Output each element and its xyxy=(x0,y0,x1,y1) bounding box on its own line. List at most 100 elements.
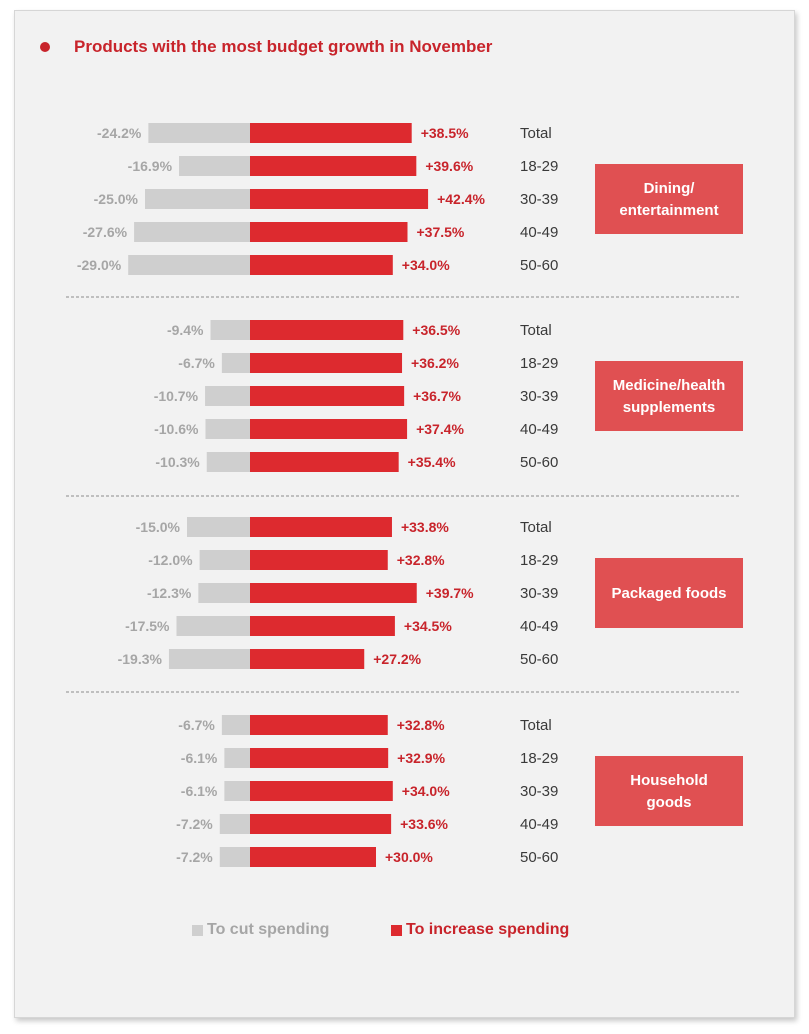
increase-value-label: +34.0% xyxy=(402,783,450,799)
cut-value-label: -12.0% xyxy=(148,552,193,568)
group-label-box xyxy=(595,164,743,234)
cut-bar xyxy=(206,452,250,472)
category-label: 40-49 xyxy=(520,224,558,241)
group-label: supplements xyxy=(623,399,716,416)
cut-value-label: -10.7% xyxy=(154,388,199,404)
group-label: Household xyxy=(630,772,708,789)
cut-bar xyxy=(224,781,250,801)
increase-value-label: +37.4% xyxy=(416,421,464,437)
legend-cut: To cut spending xyxy=(192,921,329,939)
cut-bar xyxy=(176,616,250,636)
cut-value-label: -27.6% xyxy=(83,224,128,240)
increase-bar xyxy=(250,189,429,209)
increase-bar xyxy=(250,353,403,373)
category-label: 50-60 xyxy=(520,651,558,668)
cut-value-label: -6.1% xyxy=(181,783,218,799)
cut-value-label: -10.3% xyxy=(155,454,200,470)
category-label: 50-60 xyxy=(520,257,558,274)
cut-value-label: -6.1% xyxy=(181,750,218,766)
group-label: entertainment xyxy=(619,202,718,219)
category-label: 40-49 xyxy=(520,816,558,833)
cut-bar xyxy=(205,419,250,439)
increase-value-label: +34.0% xyxy=(402,257,450,273)
cut-bar xyxy=(219,847,250,867)
category-label: 40-49 xyxy=(520,421,558,438)
cut-value-label: -15.0% xyxy=(136,519,181,535)
cut-bar xyxy=(198,583,250,603)
cut-bar xyxy=(199,550,250,570)
group-label: goods xyxy=(647,794,692,811)
category-label: 18-29 xyxy=(520,355,558,372)
increase-value-label: +35.4% xyxy=(408,454,456,470)
cut-bar xyxy=(148,123,250,143)
category-label: 30-39 xyxy=(520,585,558,602)
cut-bar xyxy=(221,353,250,373)
group-label: Dining/ xyxy=(644,180,696,197)
category-label: 50-60 xyxy=(520,454,558,471)
cut-bar xyxy=(134,222,250,242)
increase-bar xyxy=(250,452,399,472)
category-label: 40-49 xyxy=(520,618,558,635)
cut-bar xyxy=(221,715,250,735)
group-label-box xyxy=(595,361,743,431)
increase-bar xyxy=(250,550,388,570)
increase-value-label: +30.0% xyxy=(385,849,433,865)
increase-value-label: +32.8% xyxy=(397,552,445,568)
increase-value-label: +33.6% xyxy=(400,816,448,832)
category-label: Total xyxy=(520,519,552,536)
chart-title-text: Products with the most budget growth in … xyxy=(74,37,493,56)
legend-increase-swatch xyxy=(391,924,402,936)
increase-value-label: +34.5% xyxy=(404,618,452,634)
category-label: 50-60 xyxy=(520,849,558,866)
increase-value-label: +39.6% xyxy=(425,158,473,174)
increase-bar xyxy=(250,419,408,439)
legend-increase: To increase spending xyxy=(391,921,569,939)
cut-value-label: -17.5% xyxy=(125,618,170,634)
increase-value-label: +36.2% xyxy=(411,355,459,371)
group-label-box xyxy=(595,756,743,826)
cut-value-label: -6.7% xyxy=(178,355,215,371)
cut-value-label: -7.2% xyxy=(176,849,213,865)
cut-value-label: -29.0% xyxy=(77,257,122,273)
cut-bar xyxy=(219,814,250,834)
cut-value-label: -7.2% xyxy=(176,816,213,832)
increase-bar xyxy=(250,156,417,176)
category-label: 18-29 xyxy=(520,750,558,767)
increase-value-label: +42.4% xyxy=(437,191,485,207)
cut-bar xyxy=(145,189,250,209)
cut-bar xyxy=(128,255,250,275)
increase-bar xyxy=(250,814,392,834)
cut-bar xyxy=(224,748,250,768)
legend-cut-swatch xyxy=(192,924,203,936)
increase-bar xyxy=(250,847,376,867)
cut-value-label: -6.7% xyxy=(178,717,215,733)
increase-value-label: +32.9% xyxy=(397,750,445,766)
increase-bar xyxy=(250,649,365,669)
increase-value-label: +33.8% xyxy=(401,519,449,535)
cut-bar xyxy=(205,386,250,406)
increase-bar xyxy=(250,748,389,768)
increase-bar xyxy=(250,517,392,537)
increase-value-label: +27.2% xyxy=(373,651,421,667)
category-label: 30-39 xyxy=(520,388,558,405)
cut-value-label: -25.0% xyxy=(94,191,139,207)
increase-bar xyxy=(250,222,408,242)
increase-bar xyxy=(250,616,395,636)
group-label: Packaged foods xyxy=(611,585,726,602)
cut-bar xyxy=(210,320,250,340)
increase-bar xyxy=(250,320,404,340)
increase-bar xyxy=(250,123,412,143)
category-label: Total xyxy=(520,125,552,142)
title-bullet-icon xyxy=(40,42,50,52)
increase-value-label: +38.5% xyxy=(421,125,469,141)
category-label: Total xyxy=(520,717,552,734)
legend-increase-label: To increase spending xyxy=(406,921,570,938)
increase-value-label: +37.5% xyxy=(417,224,465,240)
cut-value-label: -19.3% xyxy=(118,651,163,667)
cut-value-label: -12.3% xyxy=(147,585,192,601)
increase-value-label: +39.7% xyxy=(426,585,474,601)
increase-bar xyxy=(250,583,417,603)
category-label: 30-39 xyxy=(520,783,558,800)
increase-bar xyxy=(250,255,393,275)
cut-value-label: -9.4% xyxy=(167,322,204,338)
